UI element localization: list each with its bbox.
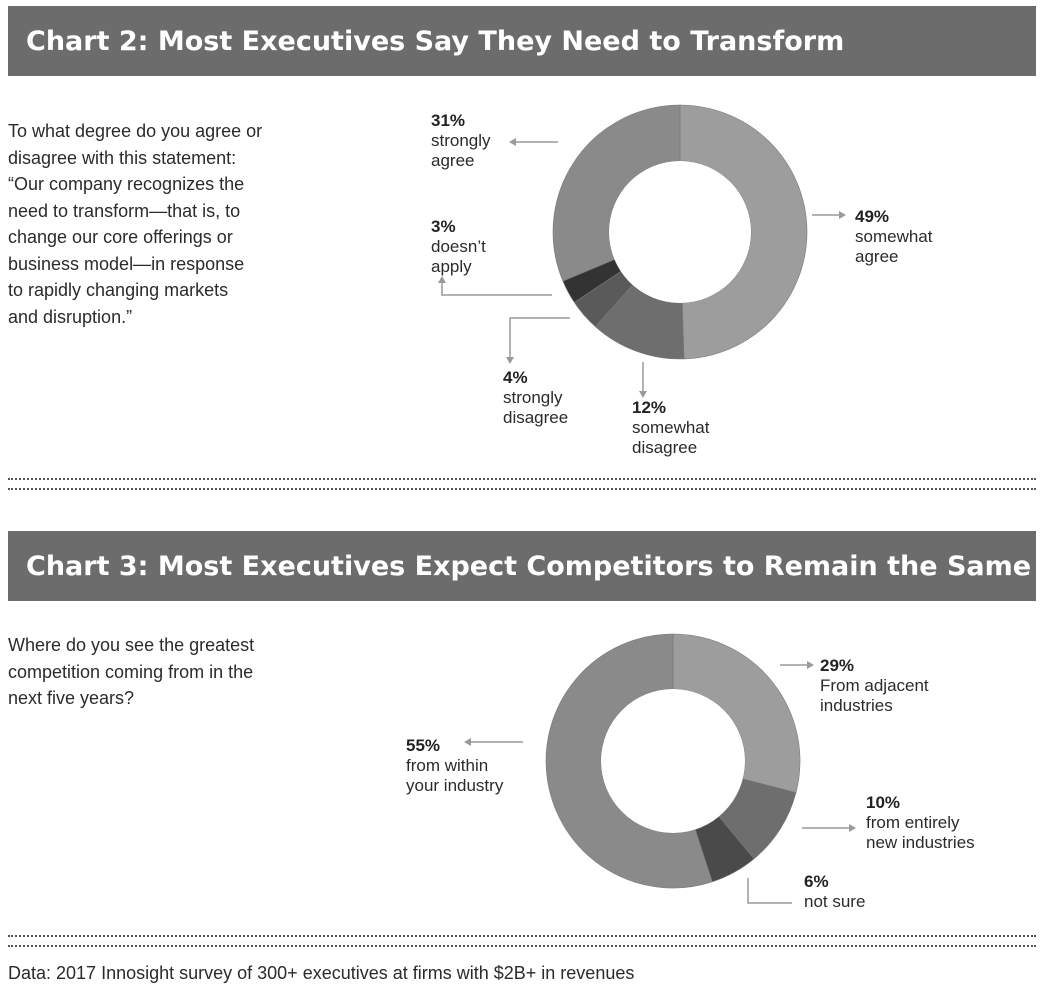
- donut-hole: [601, 689, 745, 833]
- leader-arrowhead: [506, 357, 514, 364]
- question-line: and disruption.”: [8, 306, 133, 327]
- leader-arrowhead: [839, 211, 846, 219]
- leader-arrowhead: [509, 138, 516, 146]
- donut-hole: [609, 161, 751, 303]
- leader-arrowhead: [438, 276, 446, 283]
- question-line: Where do you see the greatest: [8, 635, 255, 655]
- question-line: need to transform—that is, to: [8, 200, 241, 221]
- question-line: business model—in response: [8, 253, 245, 274]
- question-line: change our core offerings or: [8, 227, 233, 247]
- slice-label: 29% From adjacent industries: [820, 656, 929, 715]
- question-line: disagree with this statement:: [8, 147, 237, 168]
- question-line: competition coming from in the: [8, 661, 254, 682]
- slice-label: 31% strongly agree: [431, 111, 491, 170]
- slice-label: 55% from within your industry: [406, 736, 504, 795]
- chart-3-donut: 29% From adjacent industries 10% from entire…: [406, 633, 975, 911]
- slice-label: 10% from entirely new industries: [866, 793, 975, 852]
- leader-line: [747, 878, 792, 904]
- leader-arrowhead: [807, 661, 814, 669]
- divider-dotted: [8, 935, 1036, 937]
- leader-arrowhead: [464, 738, 471, 746]
- chart-3-title: Chart 3: Most Executives Expect Competit…: [8, 531, 1036, 601]
- question-line: to rapidly changing markets: [8, 280, 229, 300]
- leader-line: [509, 317, 570, 358]
- slice-label: 4% strongly disagree: [503, 368, 568, 427]
- slice-label: 49% somewhat agree: [855, 207, 933, 266]
- leader-line: [441, 282, 552, 296]
- chart-2-title: Chart 2: Most Executives Say They Need t…: [8, 6, 1036, 76]
- slice-label: 12% somewhat disagree: [632, 398, 710, 457]
- question-line: “Our company recognizes the: [8, 174, 245, 194]
- divider-dotted: [8, 945, 1036, 947]
- chart-2-question: To what degree do you agree or disagree …: [8, 118, 262, 330]
- source-note: Data: 2017 Innosight survey of 300+ exec…: [8, 963, 635, 983]
- chart-2-donut: 49% somewhat agree 12% somewhat disagree 4% str…: [431, 104, 933, 457]
- divider-dotted: [8, 488, 1036, 490]
- slice-label: 3% doesn’t apply: [431, 217, 486, 276]
- question-line: next five years?: [8, 688, 135, 708]
- slice-label: 6% not sure: [804, 872, 865, 911]
- leader-arrowhead: [639, 391, 647, 398]
- leader-arrowhead: [849, 824, 856, 832]
- chart-3-question: Where do you see the greatest competitio…: [8, 632, 254, 712]
- question-line: To what degree do you agree or: [8, 121, 263, 141]
- divider-dotted: [8, 478, 1036, 480]
